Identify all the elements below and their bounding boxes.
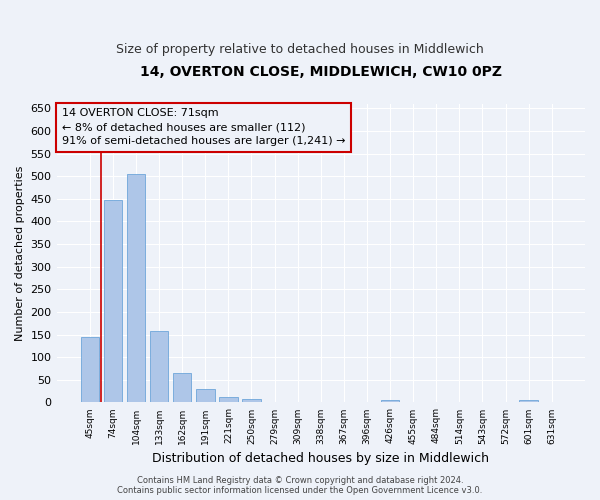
Bar bbox=[104, 200, 122, 402]
Bar bbox=[127, 174, 145, 402]
Bar bbox=[196, 389, 215, 402]
Bar bbox=[381, 400, 400, 402]
Text: Size of property relative to detached houses in Middlewich: Size of property relative to detached ho… bbox=[116, 42, 484, 56]
Bar bbox=[242, 399, 261, 402]
Bar bbox=[173, 373, 191, 402]
Bar bbox=[520, 400, 538, 402]
X-axis label: Distribution of detached houses by size in Middlewich: Distribution of detached houses by size … bbox=[152, 452, 489, 465]
Bar bbox=[219, 396, 238, 402]
Title: 14, OVERTON CLOSE, MIDDLEWICH, CW10 0PZ: 14, OVERTON CLOSE, MIDDLEWICH, CW10 0PZ bbox=[140, 65, 502, 79]
Text: Contains HM Land Registry data © Crown copyright and database right 2024.
Contai: Contains HM Land Registry data © Crown c… bbox=[118, 476, 482, 495]
Bar bbox=[80, 337, 99, 402]
Text: 14 OVERTON CLOSE: 71sqm
← 8% of detached houses are smaller (112)
91% of semi-de: 14 OVERTON CLOSE: 71sqm ← 8% of detached… bbox=[62, 108, 346, 146]
Bar bbox=[150, 332, 169, 402]
Y-axis label: Number of detached properties: Number of detached properties bbox=[15, 166, 25, 341]
